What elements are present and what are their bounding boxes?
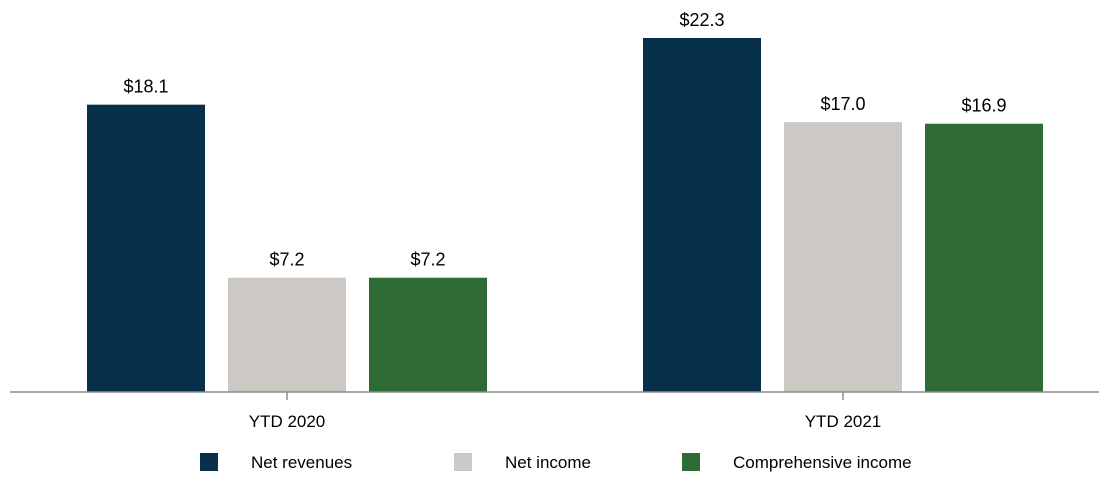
legend-label-comprehensive-income: Comprehensive income xyxy=(733,453,912,472)
data-label-net-income-ytd-2021: $17.0 xyxy=(820,94,865,114)
legend-swatch-comprehensive-income xyxy=(682,453,700,471)
bar-comprehensive-income-ytd-2021 xyxy=(925,123,1043,392)
data-label-net-income-ytd-2020: $7.2 xyxy=(269,250,304,270)
bar-net-income-ytd-2021 xyxy=(784,122,902,393)
bar-net-revenues-ytd-2021 xyxy=(643,38,761,392)
legend-label-net-income: Net income xyxy=(505,453,591,472)
data-label-comprehensive-income-ytd-2020: $7.2 xyxy=(410,250,445,270)
x-tick-label-ytd-2020: YTD 2020 xyxy=(249,412,326,431)
x-tick-label-ytd-2021: YTD 2021 xyxy=(805,412,882,431)
legend-swatch-net-income xyxy=(454,453,472,471)
bar-comprehensive-income-ytd-2020 xyxy=(369,277,487,392)
legend: Net revenues Net income Comprehensive inco… xyxy=(200,453,912,472)
bar-net-revenues-ytd-2020 xyxy=(87,104,205,393)
data-label-net-revenues-ytd-2021: $22.3 xyxy=(679,10,724,30)
value-labels-group: $18.1 $7.2 $7.2 $22.3 $17.0 $16.9 xyxy=(123,10,1006,270)
data-label-net-revenues-ytd-2020: $18.1 xyxy=(123,77,168,97)
legend-swatch-net-revenues xyxy=(200,453,218,471)
bar-net-income-ytd-2020 xyxy=(228,277,346,392)
data-label-comprehensive-income-ytd-2021: $16.9 xyxy=(961,96,1006,116)
x-ticks-group: YTD 2020 YTD 2021 xyxy=(249,392,882,431)
legend-label-net-revenues: Net revenues xyxy=(251,453,352,472)
bars-group xyxy=(87,38,1043,393)
